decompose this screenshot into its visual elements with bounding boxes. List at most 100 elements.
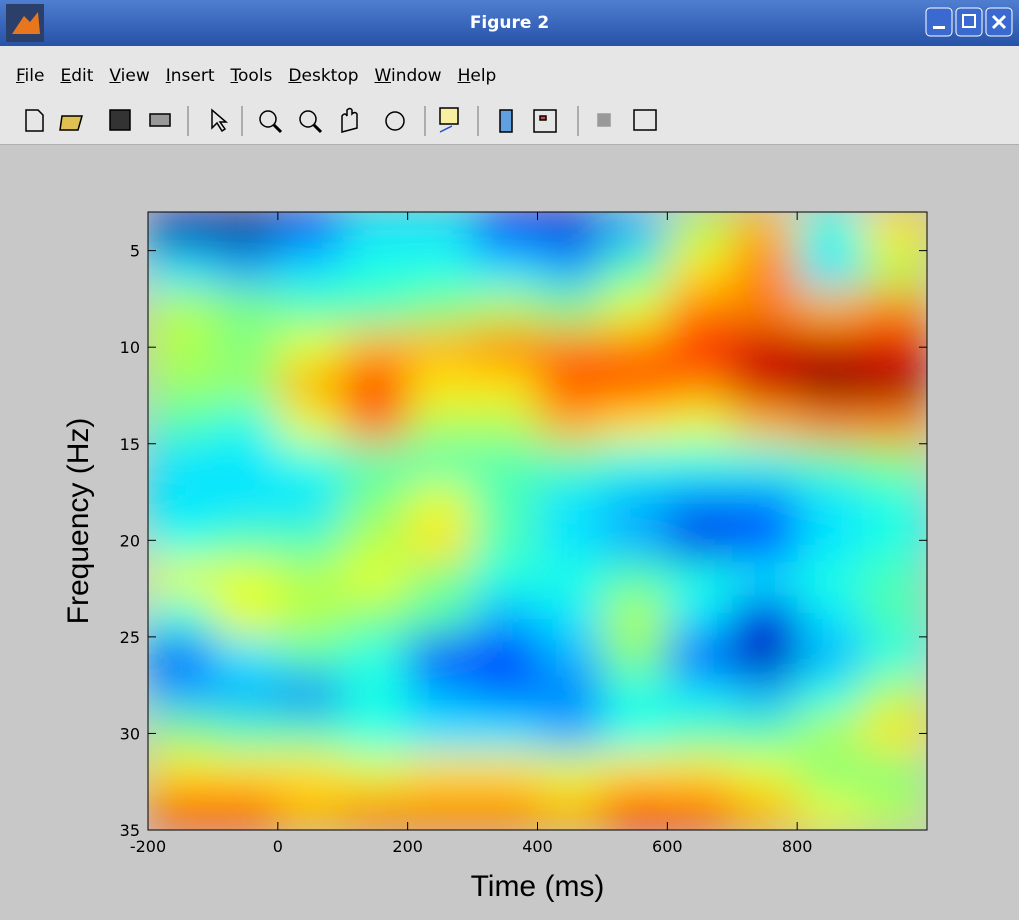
heatmap-cell [667,250,733,290]
heatmap-cell [732,482,798,522]
heatmap-cell [537,559,603,599]
heatmap-cell [472,405,538,445]
toolbar-icons[interactable] [0,92,700,144]
heatmap-cell [602,443,668,483]
heatmap-cell [277,559,344,599]
heatmap-cell [862,675,927,715]
heatmap-cell [407,791,474,830]
heatmap-cell [277,482,344,522]
heatmap-cell [472,443,538,483]
heatmap-cell [667,289,733,329]
heatmap-cell [277,675,344,715]
heatmap-cell [277,250,344,290]
menu-item[interactable]: Insert [165,66,215,86]
heatmap-cell [472,598,538,638]
title-bar: Figure 2 [0,0,1019,46]
menu-item[interactable]: Help [457,66,497,86]
heatmap-cell [797,250,863,290]
heatmap-cell [667,636,733,676]
heatmap-cell [212,482,279,522]
heatmap-cell [667,791,733,830]
heatmap-cell [667,714,733,754]
heatmap-cell [862,443,927,483]
heatmap-cell [537,482,603,522]
heatmap-cell [342,250,409,290]
menu-item[interactable]: Desktop [288,66,359,86]
heatmap-cell [148,482,214,522]
x-tick-label: 0 [273,837,283,856]
heatmap-cell [472,212,538,252]
heatmap-cell [472,559,538,599]
y-tick-label: 25 [120,628,140,647]
window-title: Figure 2 [469,13,550,33]
heatmap-cell [537,598,603,638]
heatmap-cell [148,636,214,676]
heatmap-cell [212,598,279,638]
y-tick-label: 5 [130,242,140,261]
heatmap-cell [732,289,798,329]
heatmap-cell [862,598,927,638]
heatmap-cell [212,366,279,406]
heatmap-cell [407,521,474,561]
heatmap-cell [342,521,409,561]
menu-bar: File Edit View Insert Tools Desktop Window Help [0,46,1019,92]
heatmap-cell [148,366,214,406]
heatmap-cell [797,405,863,445]
y-axis-label: Frequency (Hz) [62,418,95,625]
heatmap-cell [667,559,733,599]
heatmap-cell [732,212,798,252]
x-tick-label: 600 [652,837,683,856]
heatmap-cell [277,521,344,561]
heatmap-cell [277,752,344,792]
heatmap-cell [277,327,344,367]
menu-item[interactable]: View [109,66,150,86]
window-buttons[interactable] [925,6,1015,40]
heatmap-cell [537,250,603,290]
heatmap-cell [862,327,927,367]
heatmap-cell [667,327,733,367]
heatmap-cell [602,482,668,522]
heatmap-cell [732,791,798,830]
heatmap-cell [862,791,927,830]
menu-item[interactable]: File [16,66,45,86]
heatmap-cell [732,521,798,561]
heatmap-cell [342,598,409,638]
toolbar [0,92,1019,145]
heatmap-cell [212,289,279,329]
heatmap-cell [602,250,668,290]
heatmap-cell [212,714,279,754]
heatmap-cell [602,636,668,676]
heatmap-cell [472,521,538,561]
heatmap-cell [667,675,733,715]
heatmap-cell [277,598,344,638]
heatmap-cell [407,675,474,715]
heatmap-cell [797,289,863,329]
heatmap-cell [732,443,798,483]
heatmap-cell [212,327,279,367]
heatmap-cell [472,752,538,792]
heatmap-cell [407,212,474,252]
heatmap-cell [342,675,409,715]
heatmap-cell [862,559,927,599]
heatmap-cell [342,366,409,406]
heatmap-cell [407,598,474,638]
heatmap-cell [342,636,409,676]
heatmap-cell [148,250,214,290]
heatmap-cell [602,752,668,792]
menu-item[interactable]: Tools [230,66,273,86]
heatmap-cell [277,791,344,830]
heatmap-cell [797,327,863,367]
heatmap-cell [342,327,409,367]
heatmap-cell [277,714,344,754]
heatmap-cell [862,212,927,252]
menu-item[interactable]: Edit [60,66,94,86]
heatmap-cell [472,250,538,290]
heatmap-cell [667,212,733,252]
menu-item[interactable]: Window [374,66,442,86]
heatmap-cell [148,559,214,599]
heatmap-cell [212,675,279,715]
heatmap-cell [732,598,798,638]
heatmap-cell [537,289,603,329]
heatmap-cell [407,250,474,290]
